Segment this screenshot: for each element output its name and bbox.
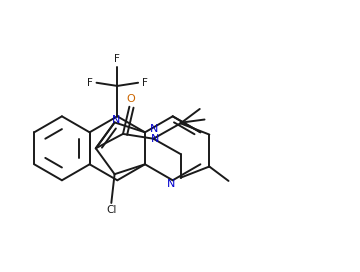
- Text: F: F: [114, 54, 120, 64]
- Text: O: O: [127, 94, 135, 104]
- Text: Cl: Cl: [106, 205, 117, 215]
- Text: N: N: [112, 115, 120, 125]
- Text: N: N: [151, 134, 159, 144]
- Text: N: N: [167, 179, 175, 189]
- Text: F: F: [87, 78, 93, 88]
- Text: F: F: [142, 78, 148, 88]
- Text: N: N: [150, 124, 158, 134]
